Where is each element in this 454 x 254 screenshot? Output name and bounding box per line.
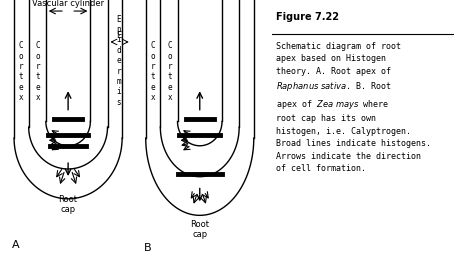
Text: C
o
r
t
e
x: C o r t e x	[150, 41, 155, 102]
Text: C
o
r
t
e
x: C o r t e x	[168, 41, 172, 102]
Text: Root
cap: Root cap	[190, 220, 209, 240]
Text: Root
cap: Root cap	[59, 195, 78, 214]
Text: E: E	[116, 31, 122, 40]
Text: C
o
r
t
e
x: C o r t e x	[36, 41, 40, 102]
Text: E
p
i
d
e
r
m
i
s: E p i d e r m i s	[117, 15, 121, 107]
Text: B: B	[144, 244, 152, 253]
Text: Schematic diagram of root
apex based on Histogen
theory. A. Root apex of
$\it{Ra: Schematic diagram of root apex based on …	[276, 42, 431, 173]
Text: Vascular cylinder: Vascular cylinder	[32, 0, 104, 8]
Text: Figure 7.22: Figure 7.22	[276, 12, 339, 22]
Text: A: A	[12, 240, 20, 250]
Text: C
o
r
t
e
x: C o r t e x	[19, 41, 23, 102]
